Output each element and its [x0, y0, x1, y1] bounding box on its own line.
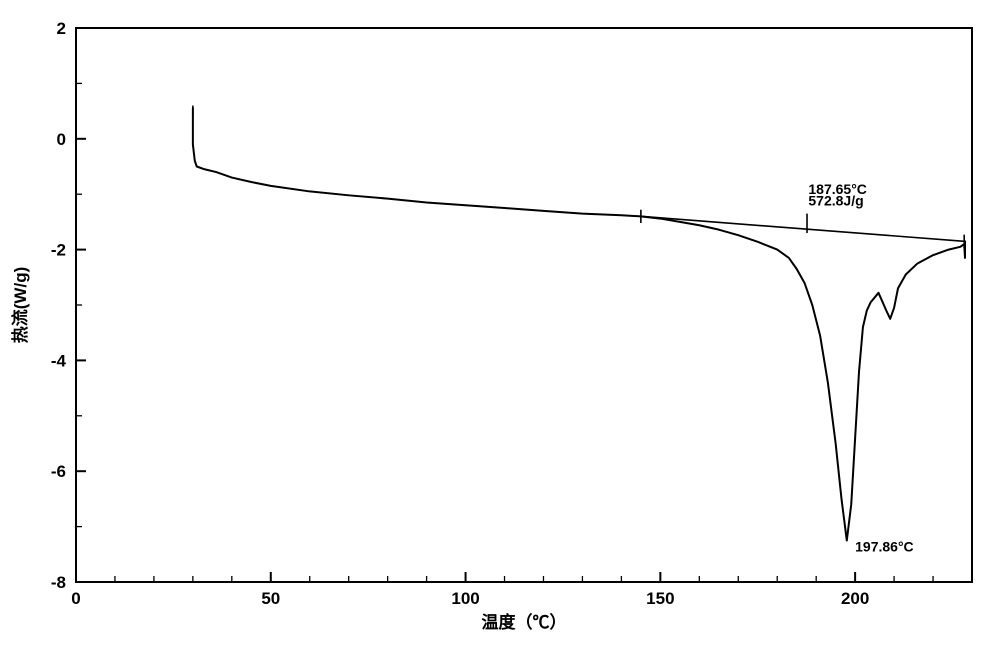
x-tick-label: 100: [451, 589, 479, 608]
y-tick-label: -4: [51, 351, 67, 370]
peak-temp-label: 197.86°C: [855, 539, 914, 555]
x-tick-label: 50: [261, 589, 280, 608]
plot-border: [76, 28, 972, 582]
y-tick-label: -2: [51, 241, 66, 260]
x-tick-label: 0: [71, 589, 80, 608]
chart-svg: 050100150200-8-6-4-202温度（℃）热流(W/g)187.65…: [0, 0, 1000, 652]
x-axis-title: 温度（℃）: [482, 612, 567, 632]
dsc-chart: 050100150200-8-6-4-202温度（℃）热流(W/g)187.65…: [0, 0, 1000, 652]
x-tick-label: 150: [646, 589, 674, 608]
enthalpy-label: 572.8J/g: [808, 192, 863, 208]
y-tick-label: 2: [57, 19, 66, 38]
y-axis-title: 热流(W/g): [10, 267, 30, 343]
integration-baseline: [641, 216, 964, 241]
dsc-curve: [193, 108, 965, 540]
y-tick-label: 0: [57, 130, 66, 149]
x-tick-label: 200: [841, 589, 869, 608]
y-tick-label: -6: [51, 462, 66, 481]
y-tick-label: -8: [51, 573, 66, 592]
